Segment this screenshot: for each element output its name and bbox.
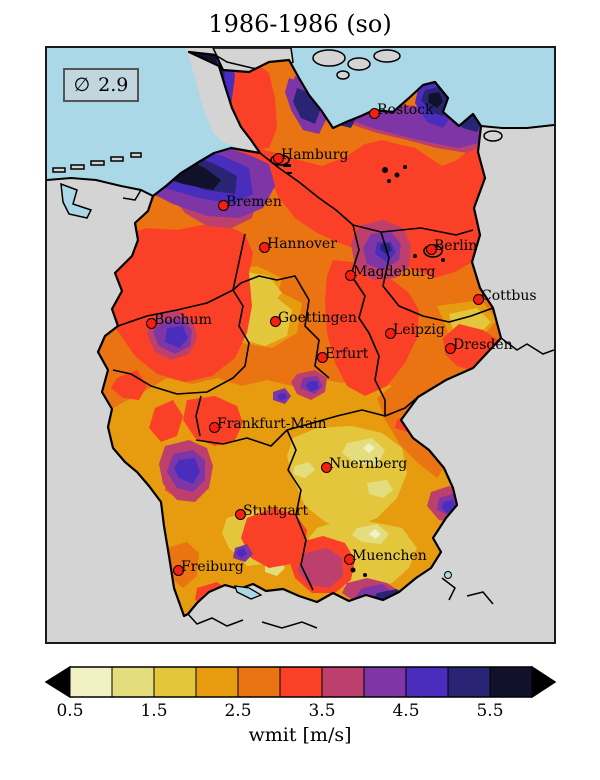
wadden-island xyxy=(52,167,66,173)
ijsselmeer-lake xyxy=(60,182,93,219)
lakes-group xyxy=(234,164,452,600)
city-label-cottbus: Cottbus xyxy=(481,288,537,304)
danish-island xyxy=(336,70,350,80)
city-dot-erfurt xyxy=(316,351,328,363)
city-label-freiburg: Freiburg xyxy=(181,559,244,575)
city-dot-magdeburg xyxy=(344,269,356,281)
contour-level2-pale-yellow xyxy=(265,438,393,576)
colorbar-segment-6 xyxy=(279,666,323,698)
poland-coastline xyxy=(480,124,554,129)
city-dot-berlin xyxy=(425,243,437,255)
colorbar-segment-11 xyxy=(489,666,533,698)
city-label-hamburg: Hamburg xyxy=(281,147,349,163)
contour-level1-cream xyxy=(363,443,381,539)
city-label-goettingen: Goettingen xyxy=(278,310,357,326)
colorbar-tick-5.5: 5.5 xyxy=(476,701,504,721)
map-area: ∅ 2.9 Rostock Hamburg Bremen Hannover Berlin M… xyxy=(45,46,556,644)
city-label-nuernberg: Nuernberg xyxy=(329,456,408,472)
city-label-hannover: Hannover xyxy=(267,236,337,252)
colorbar-segment-7 xyxy=(321,666,365,698)
baltic-island xyxy=(483,130,503,142)
danish-island xyxy=(347,57,371,71)
city-dot-goettingen xyxy=(269,315,281,327)
wadden-island xyxy=(130,152,142,158)
colorbar-segment-9 xyxy=(405,666,449,698)
colorbar-tick-0.5: 0.5 xyxy=(56,701,84,721)
city-dot-nuernberg xyxy=(320,461,332,473)
diameter-symbol: ∅ xyxy=(73,74,91,96)
city-dot-leipzig xyxy=(384,327,396,339)
colorbar-segment-5 xyxy=(237,666,281,698)
contour-under-white xyxy=(365,600,419,616)
foreign-border-lines xyxy=(122,189,554,629)
wadden-island xyxy=(70,164,85,170)
colorbar-tick-1.5: 1.5 xyxy=(140,701,168,721)
colorbar-outline xyxy=(44,666,557,698)
average-value: 2.9 xyxy=(98,74,129,96)
netherlands-coastline xyxy=(47,176,154,197)
contour-level5-orange-patches xyxy=(167,386,444,588)
city-label-magdeburg: Magdeburg xyxy=(353,264,436,280)
germany-outline xyxy=(96,50,503,618)
city-label-bremen: Bremen xyxy=(226,194,282,210)
colorbar-segments xyxy=(69,666,533,698)
danish-island xyxy=(312,49,346,67)
city-dot-freiburg xyxy=(172,564,184,576)
colorbar-segment-10 xyxy=(447,666,491,698)
colorbar-segment-2 xyxy=(111,666,155,698)
city-dot-bremen xyxy=(217,199,229,211)
colorbar-label: wmit [m/s] xyxy=(248,724,352,746)
danish-island xyxy=(373,49,401,63)
colorbar-tick-3.5: 3.5 xyxy=(308,701,336,721)
colorbar-under-arrow xyxy=(44,665,71,699)
plot-title: 1986-1986 (so) xyxy=(208,10,392,38)
city-label-bochum: Bochum xyxy=(154,312,212,328)
colorbar-svg xyxy=(44,665,557,699)
city-dot-dresden xyxy=(444,342,456,354)
city-dot-hannover xyxy=(258,241,270,253)
city-dot-stuttgart xyxy=(234,508,246,520)
city-label-rostock: Rostock xyxy=(377,102,434,118)
colorbar-over-arrow xyxy=(531,665,557,699)
colorbar-tick-2.5: 2.5 xyxy=(224,701,252,721)
colorbar-segment-4 xyxy=(195,666,239,698)
average-box: ∅ 2.9 xyxy=(63,68,139,102)
city-label-leipzig: Leipzig xyxy=(393,322,445,338)
state-borders xyxy=(112,152,494,591)
city-label-frankfurt-main: Frankfurt-Main xyxy=(217,416,327,432)
small-lakes xyxy=(283,164,445,577)
colorbar: 0.5 1.5 2.5 3.5 4.5 5.5 wmit [m/s] xyxy=(0,650,600,780)
city-label-berlin: Berlin xyxy=(434,238,478,254)
germany-map-svg xyxy=(47,48,554,629)
wadden-island xyxy=(110,156,124,162)
bodensee-lake xyxy=(234,585,263,600)
city-dot-hamburg xyxy=(272,152,284,164)
city-dot-bochum xyxy=(145,317,157,329)
city-dot-cottbus xyxy=(472,293,484,305)
wadden-island xyxy=(90,160,105,166)
city-label-muenchen: Muenchen xyxy=(352,548,427,564)
city-label-erfurt: Erfurt xyxy=(325,346,369,362)
colorbar-tick-4.5: 4.5 xyxy=(392,701,420,721)
city-label-dresden: Dresden xyxy=(453,337,513,353)
city-dot-frankfurt-main xyxy=(208,421,220,433)
city-dot-rostock xyxy=(368,107,380,119)
colorbar-segment-1 xyxy=(69,666,113,698)
alpine-lake xyxy=(444,571,452,579)
city-label-stuttgart: Stuttgart xyxy=(243,503,309,519)
city-dot-muenchen xyxy=(343,553,355,565)
colorbar-segment-3 xyxy=(153,666,197,698)
colorbar-segment-8 xyxy=(363,666,407,698)
